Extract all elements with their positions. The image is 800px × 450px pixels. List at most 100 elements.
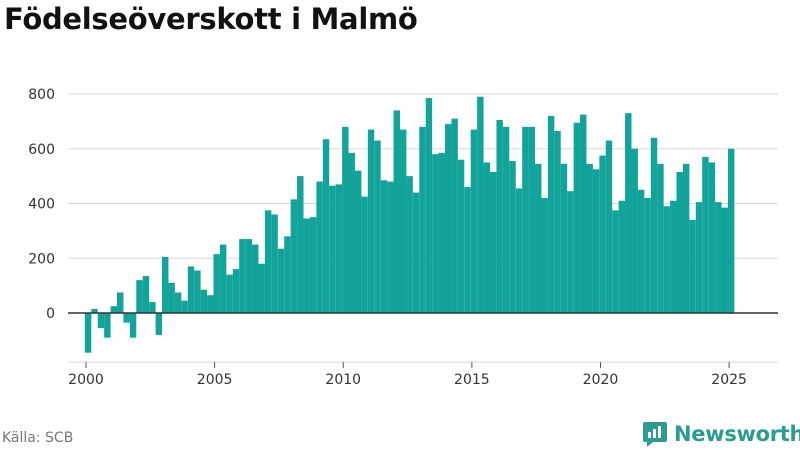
y-axis: 0 200 400 600 800 [28, 87, 55, 322]
bar [162, 256, 169, 313]
bar [644, 198, 651, 313]
bar [457, 159, 465, 313]
bar [599, 155, 606, 313]
bar [676, 172, 683, 313]
bar [702, 156, 709, 313]
bar [535, 163, 542, 313]
bar [547, 115, 555, 314]
x-tick-label: 2020 [583, 372, 619, 388]
bar [541, 198, 548, 313]
bar [554, 130, 561, 313]
bar [271, 214, 278, 313]
bar [528, 126, 536, 313]
bar [367, 129, 375, 313]
bar [129, 313, 137, 338]
bar [689, 219, 696, 313]
bar [444, 124, 452, 313]
bar [187, 266, 195, 313]
bar [174, 292, 182, 313]
bar [290, 199, 298, 313]
bar [181, 300, 188, 313]
bar [322, 139, 330, 313]
bar [200, 289, 208, 313]
y-tick-label: 800 [28, 87, 55, 103]
bar [284, 236, 291, 313]
bar [657, 163, 664, 313]
bar [239, 239, 246, 313]
bar [226, 274, 233, 313]
newsworthy-logo-icon [643, 422, 667, 447]
x-tick-label: 2025 [711, 372, 747, 388]
bar [387, 181, 394, 313]
bar [380, 180, 388, 313]
bar [194, 270, 201, 313]
bar [123, 313, 130, 323]
bar [303, 218, 310, 313]
bar [605, 140, 613, 313]
source-note: Källa: SCB [2, 430, 74, 446]
bar [277, 248, 285, 313]
y-tick-label: 0 [46, 306, 55, 322]
bar [168, 282, 175, 313]
bar [207, 295, 214, 313]
bar [264, 210, 272, 313]
bar [297, 176, 304, 314]
bar [245, 239, 253, 313]
bar [309, 217, 317, 313]
bar [625, 113, 632, 313]
bar [374, 140, 381, 313]
bar [155, 313, 163, 335]
bar [721, 207, 728, 313]
bar [483, 162, 491, 313]
bar [438, 152, 445, 313]
bar [470, 129, 478, 313]
x-tick-label: 2005 [197, 372, 233, 388]
bar [393, 110, 400, 314]
bar [612, 210, 619, 313]
bar [335, 184, 343, 313]
y-tick-label: 600 [28, 142, 55, 158]
bar [682, 163, 690, 313]
bar [354, 170, 362, 313]
bar [573, 122, 581, 314]
bar [637, 189, 645, 313]
bar [361, 196, 368, 313]
bar [91, 308, 98, 313]
bar [399, 129, 407, 313]
bar [451, 118, 458, 313]
bar [84, 313, 92, 353]
bar [650, 137, 658, 313]
bar [708, 162, 716, 313]
bar [580, 114, 587, 313]
bar [592, 169, 600, 313]
bar [219, 244, 227, 313]
bar [104, 313, 111, 338]
bar [670, 200, 677, 313]
bar [258, 263, 265, 313]
bar [509, 161, 516, 313]
bar [727, 148, 735, 313]
bar [515, 188, 523, 313]
bar [232, 269, 240, 313]
bar [342, 126, 349, 313]
bar [560, 163, 568, 313]
bar [663, 206, 671, 313]
bar [586, 163, 593, 313]
x-tick-label: 2010 [325, 372, 361, 388]
bar [252, 244, 259, 313]
bar [477, 96, 484, 314]
bar [567, 191, 574, 313]
x-axis: 2000 2005 2010 2015 2020 2025 [68, 362, 747, 388]
bar [329, 185, 336, 313]
bar [631, 148, 638, 313]
bar [496, 120, 503, 313]
bar [110, 306, 117, 313]
bar [715, 202, 722, 313]
bar [432, 154, 439, 313]
bar [425, 98, 433, 313]
bar [618, 200, 626, 313]
bar [97, 313, 105, 329]
bar [136, 280, 143, 313]
bar [522, 126, 529, 313]
